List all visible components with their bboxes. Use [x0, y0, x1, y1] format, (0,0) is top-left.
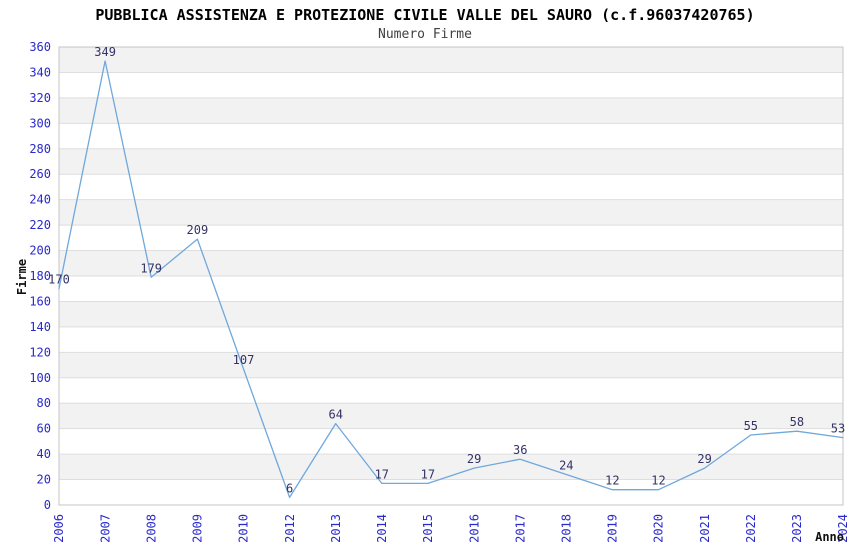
- x-tick-label: 2008: [144, 514, 158, 543]
- data-line: [58, 60, 844, 499]
- y-tick-label: 260: [29, 167, 51, 181]
- chart-subtitle: Numero Firme: [378, 27, 472, 42]
- point-label: 107: [233, 353, 255, 367]
- x-tick-label: 2009: [191, 514, 205, 543]
- point-label: 12: [605, 474, 619, 488]
- point-label: 29: [467, 452, 481, 466]
- point-label: 36: [513, 443, 527, 457]
- plot-band: [59, 199, 843, 226]
- y-tick-label: 120: [29, 345, 51, 359]
- y-tick-label: 0: [44, 498, 51, 512]
- y-tick-label: 20: [37, 473, 51, 487]
- y-tick-label: 80: [37, 396, 51, 410]
- x-tick-label: 2013: [329, 514, 343, 543]
- point-label: 24: [559, 459, 573, 473]
- plot-band: [59, 352, 843, 378]
- point-label: 64: [328, 408, 342, 422]
- y-tick-label: 360: [29, 40, 51, 54]
- x-tick-label: 2010: [237, 514, 251, 543]
- point-label: 170: [48, 273, 70, 287]
- point-label: 58: [790, 415, 804, 429]
- y-tick-label: 160: [29, 294, 51, 308]
- x-tick-label: 2023: [790, 514, 804, 543]
- y-tick-label: 60: [37, 422, 51, 436]
- plot-band: [59, 403, 843, 429]
- point-label: 17: [375, 467, 389, 481]
- y-tick-label: 180: [29, 269, 51, 283]
- y-tick-label: 200: [29, 244, 51, 258]
- x-tick-label: 2021: [698, 514, 712, 543]
- y-tick-label: 280: [29, 142, 51, 156]
- x-tick-label: 2022: [744, 514, 758, 543]
- plot-band: [59, 97, 843, 124]
- plot-band: [59, 148, 843, 175]
- y-tick-label: 320: [29, 91, 51, 105]
- x-axis-title: Anno: [815, 530, 844, 544]
- point-label: 55: [744, 419, 758, 433]
- x-tick-label: 2018: [560, 514, 574, 543]
- y-tick-label: 40: [37, 447, 51, 461]
- x-tick-label: 2020: [652, 514, 666, 543]
- x-tick-label: 2015: [421, 514, 435, 543]
- plot-band: [59, 250, 843, 276]
- y-tick-label: 220: [29, 218, 51, 232]
- y-tick-label: 140: [29, 320, 51, 334]
- point-label: 17: [421, 467, 435, 481]
- point-label: 53: [831, 422, 845, 436]
- y-tick-label: 240: [29, 193, 51, 207]
- y-axis-title: Firme: [15, 259, 29, 295]
- x-tick-label: 2016: [467, 514, 481, 543]
- x-tick-label: 2019: [606, 514, 620, 543]
- x-tick-label: 2006: [52, 514, 66, 543]
- x-tick-label: 2007: [98, 514, 112, 543]
- point-label: 349: [94, 45, 116, 59]
- x-tick-label: 2014: [375, 514, 389, 543]
- x-tick-label: 2017: [513, 514, 527, 543]
- plot-band: [59, 301, 843, 327]
- x-tick-label: 2012: [283, 514, 297, 543]
- plot-band: [59, 47, 843, 73]
- y-tick-label: 300: [29, 116, 51, 130]
- y-tick-label: 340: [29, 65, 51, 79]
- point-label: 179: [140, 261, 162, 275]
- point-label: 29: [697, 452, 711, 466]
- y-tick-label: 100: [29, 371, 51, 385]
- plot-border: [58, 46, 844, 506]
- chart-title: PUBBLICA ASSISTENZA E PROTEZIONE CIVILE …: [95, 6, 755, 24]
- point-label: 6: [286, 481, 293, 495]
- point-label: 12: [651, 474, 665, 488]
- x-tick-label: 2024: [836, 514, 850, 543]
- point-label: 209: [187, 223, 209, 237]
